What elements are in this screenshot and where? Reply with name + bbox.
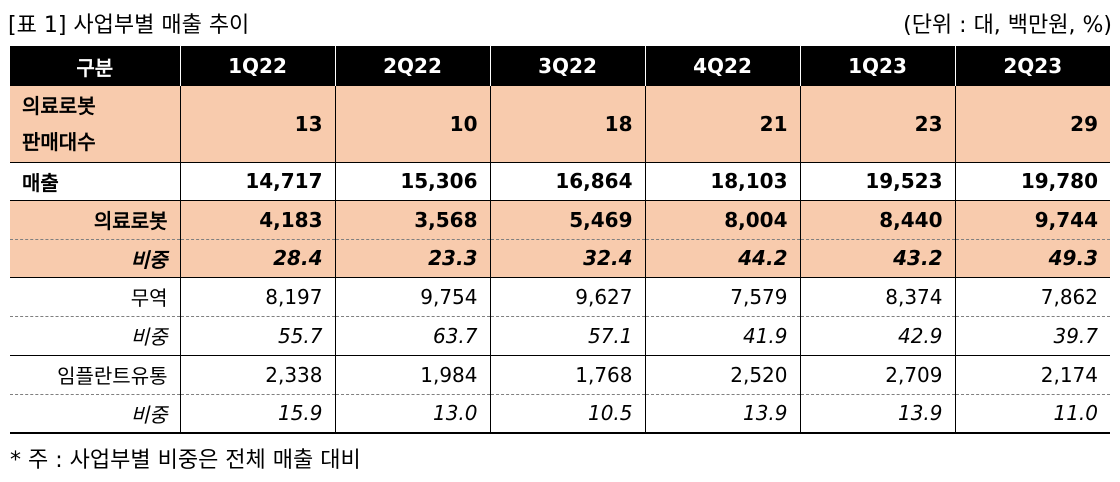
column-header: 1Q23 [799,46,955,86]
table-cell: 23 [799,86,955,163]
table-cell: 2,338 [179,355,335,395]
table-cell: 32.4 [489,239,645,278]
table-cell: 4,183 [179,200,335,240]
row-label: 무역 [10,277,180,317]
row-label: 의료로봇 [10,200,180,240]
table-cell: 5,469 [489,200,645,240]
unit-label: (단위 : 대, 백만원, %) [903,13,1112,38]
table-cell: 16,864 [489,162,645,201]
table-cell: 15,306 [334,162,490,201]
table-cell: 23.3 [334,239,490,278]
table-row: 의료로봇 판매대수 13 10 18 21 23 29 [10,86,1110,163]
table-caption: [표 1] 사업부별 매출 추이 (단위 : 대, 백만원, %) [8,6,1112,40]
table-cell: 55.7 [179,316,335,356]
table-row: 무역 8,197 9,754 9,627 7,579 8,374 7,862 [10,277,1110,317]
table-row: 비중 55.7 63.7 57.1 41.9 42.9 39.7 [10,316,1110,356]
table-cell: 8,197 [179,277,335,317]
table-cell: 44.2 [644,239,800,278]
table-cell: 18,103 [644,162,800,201]
table-cell: 1,984 [334,355,490,395]
table-cell: 19,780 [954,162,1110,201]
table-cell: 13.9 [644,394,800,434]
row-label: 매출 [10,162,180,201]
footnote: * 주 : 사업부별 비중은 전체 매출 대비 [10,448,361,473]
table-cell: 13.9 [799,394,955,434]
column-header: 3Q22 [489,46,645,86]
table-row: 비중 15.9 13.0 10.5 13.9 13.9 11.0 [10,394,1110,434]
table-cell: 21 [644,86,800,163]
table-cell: 13.0 [334,394,490,434]
table-cell: 2,174 [954,355,1110,395]
table-cell: 41.9 [644,316,800,356]
row-label: 비중 [10,394,180,434]
table-row: 의료로봇 4,183 3,568 5,469 8,004 8,440 9,744 [10,200,1110,240]
table-cell: 9,754 [334,277,490,317]
table-cell: 3,568 [334,200,490,240]
table-cell: 11.0 [954,394,1110,434]
table-cell: 15.9 [179,394,335,434]
table-cell: 8,374 [799,277,955,317]
table-row: 비중 28.4 23.3 32.4 44.2 43.2 49.3 [10,239,1110,278]
table-cell: 9,627 [489,277,645,317]
row-label-line: 판매대수 [22,129,96,154]
table-cell: 43.2 [799,239,955,278]
table-cell: 39.7 [954,316,1110,356]
table-cell: 1,768 [489,355,645,395]
column-header: 2Q22 [334,46,490,86]
table-cell: 63.7 [334,316,490,356]
table-cell: 2,520 [644,355,800,395]
table-cell: 8,440 [799,200,955,240]
table-cell: 9,744 [954,200,1110,240]
table-cell: 57.1 [489,316,645,356]
column-header: 1Q22 [179,46,335,86]
table-cell: 42.9 [799,316,955,356]
table-cell: 10.5 [489,394,645,434]
row-label: 임플란트유통 [10,355,180,395]
table-cell: 2,709 [799,355,955,395]
table-row: 임플란트유통 2,338 1,984 1,768 2,520 2,709 2,1… [10,355,1110,395]
row-label-line: 의료로봇 [22,93,96,118]
header-row: 구분 1Q22 2Q22 3Q22 4Q22 1Q23 2Q23 [10,46,1110,86]
table-cell: 13 [179,86,335,163]
header-label: 구분 [10,46,180,86]
row-label: 의료로봇 판매대수 [10,86,180,163]
row-label: 비중 [10,316,180,356]
table-cell: 49.3 [954,239,1110,278]
table-cell: 28.4 [179,239,335,278]
table-row: 매출 14,717 15,306 16,864 18,103 19,523 19… [10,162,1110,201]
table-cell: 7,579 [644,277,800,317]
table-cell: 19,523 [799,162,955,201]
table-cell: 18 [489,86,645,163]
table-title: [표 1] 사업부별 매출 추이 [8,13,250,38]
table-cell: 10 [334,86,490,163]
table-cell: 8,004 [644,200,800,240]
table-cell: 29 [954,86,1110,163]
table-cell: 14,717 [179,162,335,201]
table-cell: 7,862 [954,277,1110,317]
column-header: 4Q22 [644,46,800,86]
column-header: 2Q23 [954,46,1110,86]
sales-table: 구분 1Q22 2Q22 3Q22 4Q22 1Q23 2Q23 의료로봇 판매… [10,46,1110,434]
row-label: 비중 [10,239,180,278]
